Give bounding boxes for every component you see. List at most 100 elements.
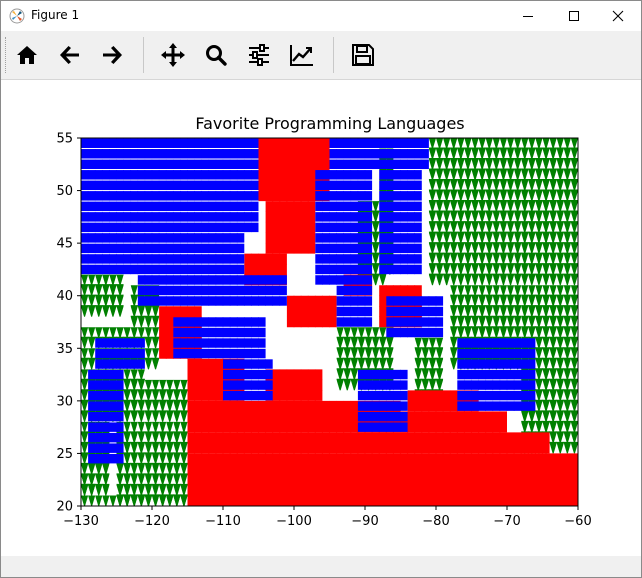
data-point-green — [549, 147, 558, 161]
data-point-blue — [165, 159, 174, 170]
forward-button[interactable] — [95, 37, 129, 73]
data-point-green — [549, 357, 558, 371]
subplots-button[interactable] — [242, 37, 276, 73]
data-point-green — [151, 431, 160, 445]
data-point-green — [549, 189, 558, 203]
data-point-green — [428, 252, 437, 266]
data-point-blue — [506, 369, 515, 380]
data-point-blue — [201, 159, 210, 170]
data-point-green — [542, 315, 550, 329]
data-point-blue — [343, 275, 352, 285]
data-point-blue — [243, 338, 252, 348]
data-point-blue — [130, 264, 139, 275]
data-point-blue — [364, 411, 373, 422]
data-point-blue — [165, 201, 174, 212]
data-point-green — [485, 285, 493, 298]
zoom-button[interactable] — [199, 37, 233, 73]
data-point-blue — [101, 201, 110, 212]
data-point-blue — [87, 180, 96, 191]
data-point-blue — [400, 222, 408, 233]
data-point-green — [442, 200, 451, 214]
data-point-green — [336, 336, 345, 350]
data-point-green — [471, 242, 479, 256]
data-point-green — [449, 157, 458, 172]
data-point-green — [471, 221, 479, 235]
data-point-green — [563, 200, 572, 214]
data-point-green — [464, 294, 472, 308]
data-point-blue — [251, 212, 259, 222]
data-point-green — [563, 147, 572, 161]
data-point-blue — [109, 191, 117, 201]
data-point-green — [364, 336, 373, 350]
data-point-green — [464, 200, 472, 214]
data-point-blue — [315, 275, 323, 285]
data-point-green — [527, 420, 536, 434]
data-point-blue — [172, 254, 181, 264]
data-point-blue — [87, 170, 96, 180]
data-point-blue — [258, 338, 266, 348]
title-bar[interactable]: Figure 1 — [1, 1, 641, 31]
data-point-blue — [478, 369, 487, 380]
y-tick-label: 30 — [56, 394, 73, 409]
data-point-blue — [322, 243, 330, 254]
data-point-blue — [187, 212, 195, 222]
data-point-blue — [350, 191, 359, 201]
data-point-blue — [364, 317, 373, 327]
data-point-blue — [243, 359, 252, 369]
data-point-green — [492, 138, 500, 151]
data-point-green — [520, 179, 529, 193]
data-point-green — [449, 179, 458, 193]
back-button[interactable] — [53, 37, 87, 73]
data-point-blue — [116, 159, 124, 170]
data-point-blue — [95, 359, 103, 369]
toolbar-grip[interactable] — [5, 37, 9, 73]
data-point-blue — [243, 149, 252, 159]
home-button[interactable] — [10, 37, 44, 73]
data-point-green — [371, 252, 380, 266]
data-point-green — [499, 179, 508, 193]
save-button[interactable] — [346, 37, 380, 73]
data-point-blue — [279, 296, 287, 306]
close-button[interactable] — [595, 1, 641, 31]
maximize-button[interactable] — [551, 1, 597, 31]
data-point-green — [521, 285, 529, 298]
data-point-blue — [116, 243, 124, 254]
data-point-blue — [407, 296, 416, 306]
data-point-blue — [315, 201, 323, 212]
data-point-green — [87, 294, 96, 308]
pan-button[interactable] — [156, 37, 190, 73]
data-point-green — [499, 242, 508, 256]
data-point-green — [520, 263, 529, 277]
data-point-blue — [379, 254, 387, 264]
data-point-blue — [172, 138, 181, 148]
data-point-green — [435, 231, 444, 245]
data-point-blue — [187, 254, 195, 264]
data-point-green — [549, 336, 558, 350]
data-region-blue — [95, 338, 145, 369]
data-point-red — [539, 432, 550, 445]
data-point-green — [442, 189, 451, 203]
data-point-green — [513, 189, 522, 203]
data-point-blue — [109, 254, 117, 264]
minimize-button[interactable] — [505, 1, 551, 31]
data-point-green — [513, 200, 522, 214]
data-point-green — [428, 378, 437, 392]
data-point-green — [478, 252, 487, 266]
y-tick-label: 20 — [56, 500, 73, 515]
data-point-blue — [187, 222, 195, 233]
data-point-blue — [109, 380, 117, 390]
data-point-green — [535, 263, 543, 277]
data-point-blue — [144, 296, 153, 306]
data-point-blue — [343, 191, 352, 201]
scatter-chart[interactable]: Favorite Programming Languages −130 −120−… — [1, 80, 641, 556]
data-point-green — [130, 452, 139, 466]
data-point-green — [428, 210, 437, 224]
data-point-green — [563, 179, 572, 193]
axes-edit-button[interactable] — [285, 37, 319, 73]
data-point-green — [166, 421, 174, 434]
figure-canvas[interactable]: Favorite Programming Languages −130 −120−… — [1, 80, 641, 556]
data-point-red — [496, 420, 507, 433]
data-point-green — [513, 242, 522, 256]
data-point-blue — [144, 212, 153, 222]
data-point-blue — [385, 422, 394, 432]
